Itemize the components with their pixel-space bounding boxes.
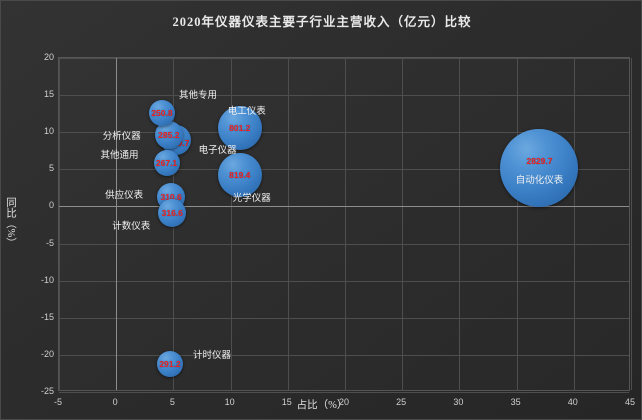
y-axis-tick-label: 20 xyxy=(43,52,54,62)
y-axis-tick-label: -15 xyxy=(40,311,54,322)
x-axis-tick-label: 45 xyxy=(624,397,636,407)
bubble-value-label: 267.1 xyxy=(155,158,178,169)
gridline-horizontal xyxy=(59,95,629,97)
bubble-value-label: 291.2 xyxy=(159,358,181,369)
x-axis-tick-label: 40 xyxy=(567,397,578,407)
x-axis-tick-label: 15 xyxy=(281,397,292,407)
plot-area: 2829.7自动化仪表801.2电工仪表819.4光学仪器319.7电子仪器28… xyxy=(58,57,632,393)
gridline-horizontal xyxy=(59,354,629,356)
bubble-category-label: 自动化仪表 xyxy=(515,175,564,186)
x-axis-tick-label: 0 xyxy=(112,397,118,407)
bubble-point[interactable] xyxy=(154,121,183,150)
y-axis-tick-label: -10 xyxy=(40,274,54,285)
bubble-value-label: 801.2 xyxy=(229,122,251,133)
bubble-category-label: 电子仪器 xyxy=(198,145,237,156)
x-axis-tick-label: 10 xyxy=(224,397,235,407)
gridline-horizontal xyxy=(59,317,629,319)
gridline-vertical xyxy=(59,58,60,390)
bubble-point[interactable] xyxy=(158,199,187,228)
gridline-horizontal xyxy=(59,132,629,134)
gridline-vertical xyxy=(345,58,346,390)
x-axis-tick-label: 25 xyxy=(396,397,407,407)
gridline-vertical xyxy=(287,58,289,390)
y-axis-tick-label: -25 xyxy=(40,386,54,396)
bubble-category-label: 其他通用 xyxy=(100,151,139,162)
gridline-vertical xyxy=(459,58,461,390)
bubble-category-label: 计时仪器 xyxy=(192,350,231,361)
x-axis-tick-label: -5 xyxy=(53,397,63,407)
x-axis-title: 占比（%） xyxy=(296,400,348,411)
bubble-point[interactable] xyxy=(500,128,579,207)
y-axis-tick-label: 5 xyxy=(48,163,54,174)
grid-layer xyxy=(59,58,632,393)
bubble-point[interactable] xyxy=(148,99,175,126)
gridline-horizontal xyxy=(59,169,629,171)
gridline-vertical xyxy=(631,58,632,390)
bubble-category-label: 供应仪表 xyxy=(105,190,144,201)
y-axis-tick-label: 15 xyxy=(43,89,54,100)
y-axis-title: 同比（%） xyxy=(5,197,16,248)
gridline-horizontal xyxy=(59,392,629,393)
bubble-value-label: 250.8 xyxy=(151,107,173,118)
bubble-category-label: 其他专用 xyxy=(178,90,217,101)
bubble-category-label: 计数仪表 xyxy=(112,222,151,233)
y-axis-zero-line xyxy=(116,58,118,390)
bubble-value-label: 2829.7 xyxy=(526,155,553,166)
x-axis-tick-label: 30 xyxy=(453,397,464,407)
bubble-point[interactable] xyxy=(217,105,262,150)
bubble-point[interactable] xyxy=(153,150,180,177)
bubble-value-label: 310.6 xyxy=(160,191,182,202)
y-axis-tick-label: -5 xyxy=(45,237,54,248)
gridline-vertical xyxy=(573,58,575,390)
bubble-value-label: 316.6 xyxy=(161,208,183,219)
bubble-value-label: 285.2 xyxy=(158,130,180,141)
gridline-vertical xyxy=(516,58,518,390)
bubble-category-label: 分析仪器 xyxy=(102,132,141,143)
chart-title: 2020年仪器仪表主要子行业主营收入（亿元）比较 xyxy=(172,15,472,29)
y-axis-tick-label: 10 xyxy=(43,126,54,137)
y-axis-tick-label: -20 xyxy=(40,348,54,359)
x-axis-tick-label: 5 xyxy=(169,397,175,407)
bubble-point[interactable] xyxy=(217,152,262,197)
gridline-vertical xyxy=(402,58,404,390)
bubble-point[interactable] xyxy=(156,350,183,377)
gridline-horizontal xyxy=(59,280,629,282)
gridline-vertical xyxy=(230,58,232,390)
x-axis-zero-line xyxy=(59,206,629,208)
bubble-series-layer: 2829.7自动化仪表801.2电工仪表819.4光学仪器319.7电子仪器28… xyxy=(59,58,629,390)
x-axis-tick-label: 20 xyxy=(338,397,350,407)
bubble-category-label: 光学仪器 xyxy=(232,193,271,204)
bubble-category-label: 电工仪表 xyxy=(227,106,266,117)
gridline-horizontal xyxy=(59,58,629,59)
x-axis-tick-label: 35 xyxy=(510,397,521,407)
gridline-horizontal xyxy=(59,243,629,245)
y-axis-tick-label: 0 xyxy=(48,200,54,211)
bubble-value-label: 819.4 xyxy=(229,169,251,180)
